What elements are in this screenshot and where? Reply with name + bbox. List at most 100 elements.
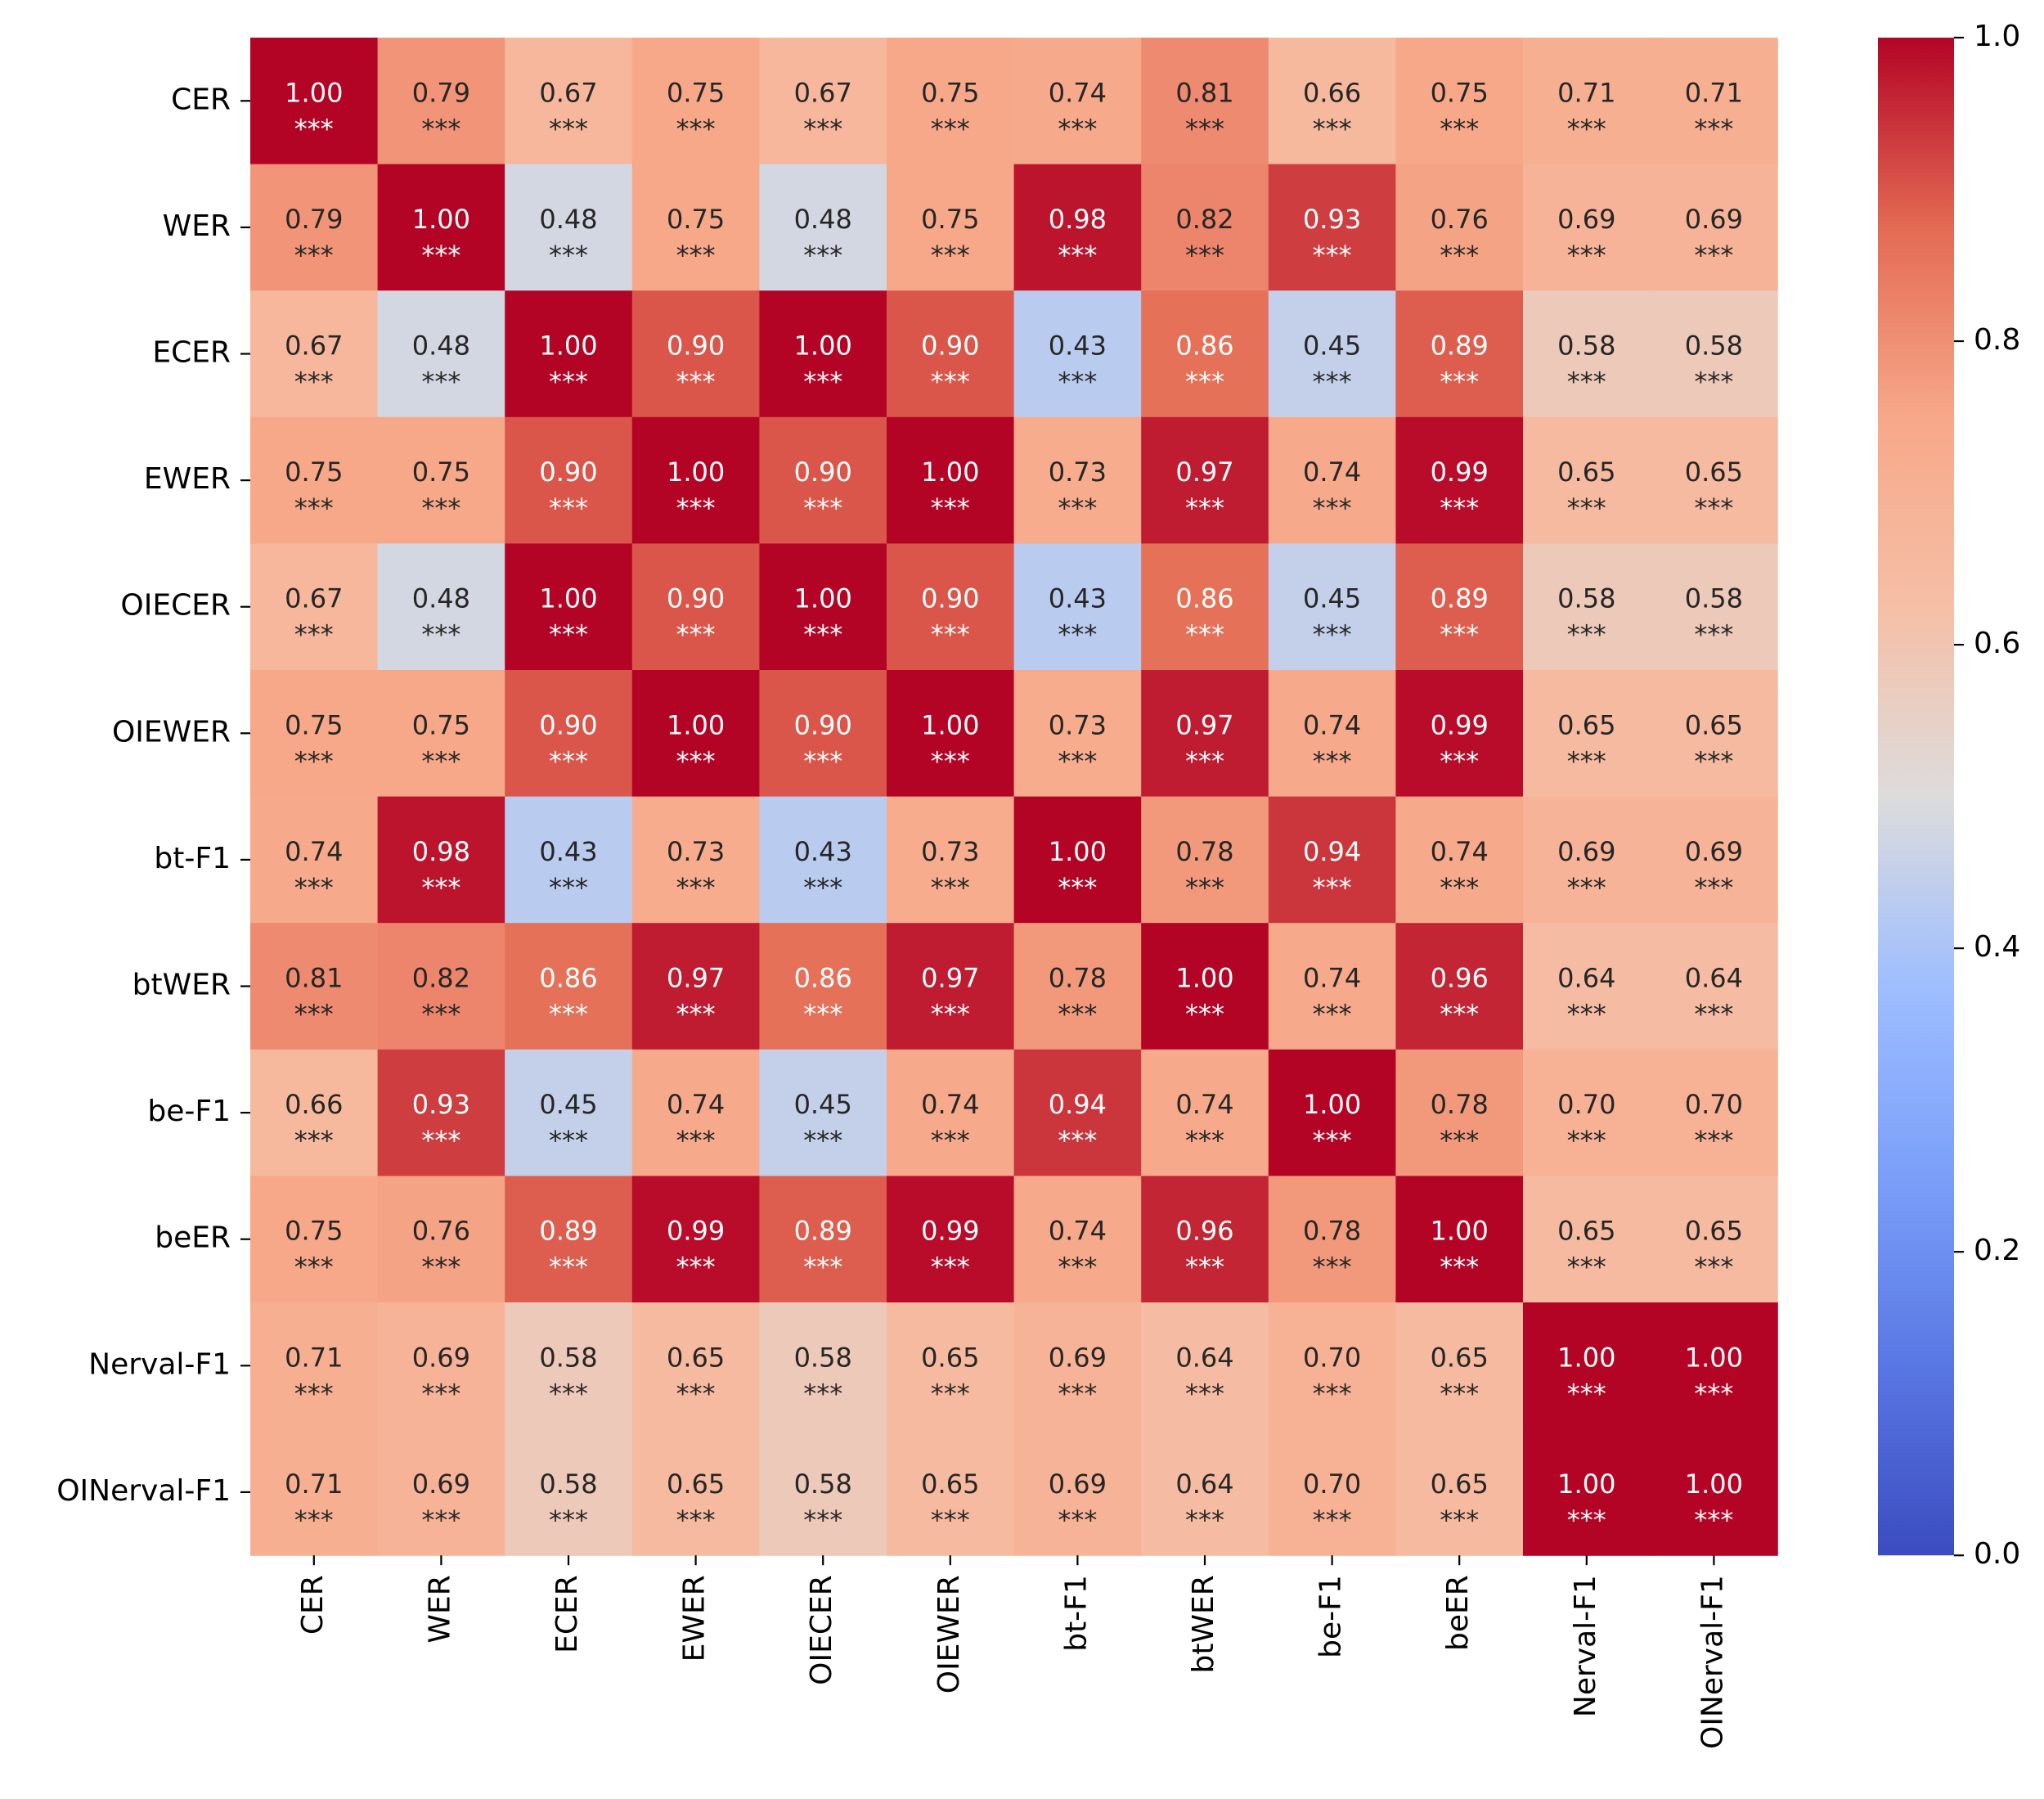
heatmap-cell-OINerval-F1-bt-F1 (1013, 1428, 1142, 1556)
cell-significance-label: *** (421, 367, 460, 398)
cell-value-label: 1.00 (921, 456, 979, 488)
heatmap-cell-ECER-Nerval-F1 (1523, 290, 1651, 418)
cell-value-label: 0.73 (1049, 709, 1107, 740)
heatmap-cell-EWER-beER (1395, 416, 1524, 544)
heatmap-cell-OIEWER-OIECER (759, 670, 887, 798)
cell-value-label: 0.65 (667, 1342, 725, 1373)
heatmap-cell-bt-F1-EWER (631, 796, 760, 924)
cell-value-label: 0.99 (1431, 709, 1489, 740)
cell-value-label: 0.94 (1049, 1089, 1107, 1120)
cell-value-label: 0.79 (412, 77, 470, 108)
cell-significance-label: *** (294, 1504, 334, 1536)
cell-significance-label: *** (294, 745, 334, 776)
cell-significance-label: *** (1694, 240, 1733, 271)
cell-value-label: 0.69 (1685, 204, 1743, 235)
cell-significance-label: *** (1313, 1252, 1352, 1283)
heatmap-cell-bt-F1-Nerval-F1 (1523, 796, 1651, 924)
cell-significance-label: *** (421, 1125, 460, 1156)
cell-value-label: 0.64 (1557, 963, 1615, 994)
heatmap-cell-WER-EWER (631, 164, 760, 291)
cell-value-label: 0.78 (1431, 1089, 1489, 1120)
x-tick-label: CER (296, 1575, 330, 1635)
cell-significance-label: *** (1058, 1378, 1097, 1409)
cell-value-label: 0.90 (667, 583, 725, 614)
cell-value-label: 0.58 (1557, 583, 1615, 614)
heatmap-cell-OIECER-OINerval-F1 (1650, 543, 1778, 671)
heatmap-cell-Nerval-F1-ECER (505, 1302, 633, 1430)
cell-significance-label: *** (549, 745, 588, 776)
heatmap-cell-bt-F1-bt-F1 (1013, 796, 1142, 924)
cell-significance-label: *** (1567, 492, 1606, 524)
heatmap-cell-beER-bt-F1 (1013, 1176, 1142, 1303)
heatmap-cell-Nerval-F1-bt-F1 (1013, 1302, 1142, 1430)
cell-value-label: 0.99 (1431, 456, 1489, 488)
colorbar-tick-label: 0.8 (1974, 323, 2020, 357)
y-tick-label: be-F1 (147, 1095, 231, 1128)
heatmap-cell-CER-OIECER (759, 38, 887, 165)
cell-significance-label: *** (1567, 872, 1606, 903)
cell-significance-label: *** (421, 240, 460, 271)
heatmap-cell-EWER-Nerval-F1 (1523, 416, 1651, 544)
cell-value-label: 0.97 (921, 963, 979, 994)
cell-value-label: 0.58 (539, 1342, 597, 1373)
cell-significance-label: *** (1440, 1252, 1479, 1283)
cell-value-label: 1.00 (1303, 1089, 1361, 1120)
x-tick-label: ECER (550, 1575, 584, 1653)
cell-significance-label: *** (1440, 113, 1479, 144)
cell-value-label: 0.76 (1431, 204, 1489, 235)
cell-significance-label: *** (1694, 1252, 1733, 1283)
cell-significance-label: *** (294, 367, 334, 398)
cell-value-label: 0.58 (539, 1468, 597, 1500)
heatmap-cell-bt-F1-WER (377, 796, 505, 924)
cell-value-label: 0.74 (1303, 963, 1361, 994)
heatmap-cell-btWER-EWER (631, 923, 760, 1050)
cell-significance-label: *** (676, 492, 716, 524)
y-tick-label: btWER (133, 969, 231, 1002)
cell-significance-label: *** (1440, 492, 1479, 524)
cell-significance-label: *** (1185, 113, 1224, 144)
cell-value-label: 1.00 (539, 331, 597, 362)
y-tick-label: Nerval-F1 (88, 1347, 231, 1381)
cell-value-label: 0.75 (1431, 77, 1489, 108)
heatmap-cell-be-F1-bt-F1 (1013, 1049, 1142, 1176)
cell-value-label: 1.00 (412, 204, 470, 235)
cell-value-label: 0.97 (667, 963, 725, 994)
heatmap-cell-EWER-ECER (505, 416, 633, 544)
cell-significance-label: *** (421, 1252, 460, 1283)
heatmap-cell-CER-WER (377, 38, 505, 165)
cell-significance-label: *** (676, 619, 716, 650)
heatmap-cell-OINerval-F1-be-F1 (1268, 1428, 1396, 1556)
heatmap-cell-be-F1-CER (250, 1049, 379, 1176)
cell-significance-label: *** (1185, 1504, 1224, 1536)
heatmap-cell-OINerval-F1-OIECER (759, 1428, 887, 1556)
cell-significance-label: *** (1440, 999, 1479, 1030)
heatmap-cell-btWER-beER (1395, 923, 1524, 1050)
cell-value-label: 0.78 (1175, 836, 1233, 867)
heatmap-cell-Nerval-F1-Nerval-F1 (1523, 1302, 1651, 1430)
heatmap-cell-OINerval-F1-CER (250, 1428, 379, 1556)
heatmap-cell-ECER-CER (250, 290, 379, 418)
column-labels: CER WER ECER EWER OIECER OIEWER bt-F1 btWER be-F… (296, 1555, 1729, 1749)
cell-significance-label: *** (1694, 745, 1733, 776)
heatmap-cell-CER-bt-F1 (1013, 38, 1142, 165)
heatmap-cell-Nerval-F1-EWER (631, 1302, 760, 1430)
cell-significance-label: *** (676, 1252, 716, 1283)
cell-value-label: 0.86 (794, 963, 852, 994)
y-tick-label: bt-F1 (154, 842, 231, 875)
cell-value-label: 1.00 (1049, 836, 1107, 867)
x-tick-label: bt-F1 (1059, 1575, 1093, 1652)
heatmap-cell-CER-OINerval-F1 (1650, 38, 1778, 165)
y-tick-label: ECER (152, 336, 231, 370)
cell-value-label: 0.48 (412, 583, 470, 614)
cell-value-label: 0.71 (1557, 77, 1615, 108)
heatmap-cell-WER-beER (1395, 164, 1524, 291)
cell-value-label: 0.71 (285, 1468, 343, 1500)
cell-value-label: 0.75 (285, 1216, 343, 1247)
heatmap-cell-bt-F1-CER (250, 796, 379, 924)
cell-significance-label: *** (676, 1378, 716, 1409)
cell-significance-label: *** (803, 619, 842, 650)
cell-significance-label: *** (1058, 619, 1097, 650)
heatmap-cell-WER-bt-F1 (1013, 164, 1142, 291)
y-tick-label: EWER (144, 462, 231, 496)
cell-significance-label: *** (1694, 113, 1733, 144)
